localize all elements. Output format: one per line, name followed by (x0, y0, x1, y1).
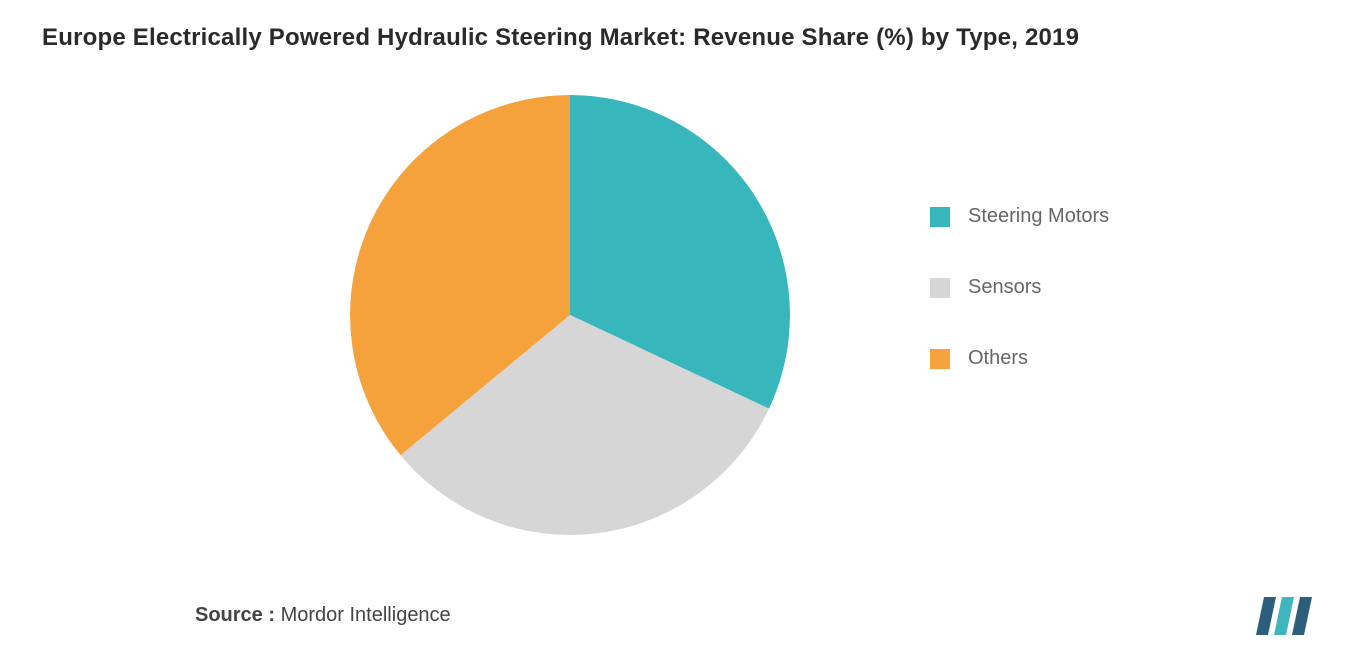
legend-label: Others (968, 347, 1028, 370)
logo-bar-icon (1292, 597, 1312, 635)
brand-logo-icon (1254, 593, 1314, 635)
logo-bar-icon (1274, 597, 1294, 635)
pie-svg (350, 95, 790, 535)
source-prefix: Source : (195, 604, 275, 626)
chart-title: Europe Electrically Powered Hydraulic St… (42, 24, 1079, 52)
legend-swatch (930, 207, 950, 227)
legend: Steering Motors Sensors Others (930, 205, 1109, 370)
legend-item: Sensors (930, 276, 1109, 299)
pie-chart (350, 95, 790, 535)
legend-swatch (930, 278, 950, 298)
logo-bar-icon (1256, 597, 1276, 635)
legend-item: Others (930, 347, 1109, 370)
source-name: Mordor Intelligence (281, 604, 451, 626)
legend-item: Steering Motors (930, 205, 1109, 228)
legend-swatch (930, 349, 950, 369)
legend-label: Sensors (968, 276, 1041, 299)
legend-label: Steering Motors (968, 205, 1109, 228)
source-credit: Source : Mordor Intelligence (195, 604, 451, 627)
